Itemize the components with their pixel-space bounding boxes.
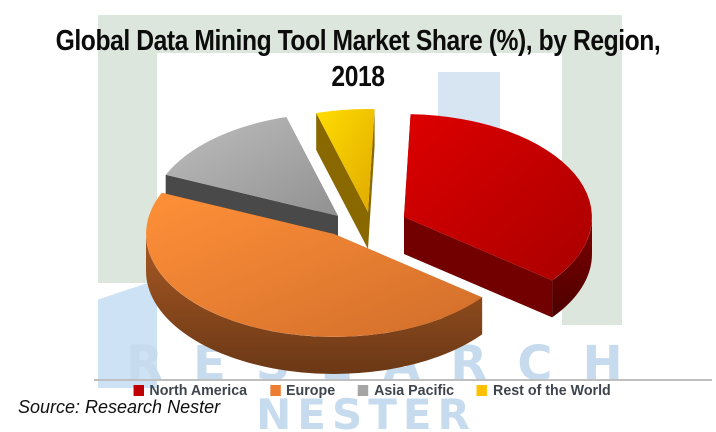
legend-label-rest-of-the-world: Rest of the World	[493, 382, 611, 399]
watermark-text-nester: NESTER	[256, 390, 476, 432]
legend-swatch-europe	[269, 385, 281, 396]
pie-slice-europe-top	[146, 192, 483, 337]
legend-item-asia-pacific: Asia Pacific	[357, 382, 455, 399]
pie-slice-rest-of-the-world-top	[316, 109, 375, 212]
watermark-frame-top	[98, 15, 622, 53]
pie-slice-rest-of-the-world	[316, 109, 375, 249]
legend-swatch-rest-of-the-world	[476, 385, 488, 396]
chart-title-line-2: 2018	[331, 61, 385, 94]
pie-slice-europe-side-wall	[146, 234, 483, 374]
pie-slice-asia-pacific-top	[165, 117, 338, 216]
legend-label-asia-pacific: Asia Pacific	[374, 382, 455, 399]
pie-slice-rest-of-the-world-cut-wall-start	[316, 113, 368, 249]
pie-slice-north-america	[404, 114, 592, 318]
watermark-corner-blue	[98, 280, 157, 388]
legend-divider	[94, 379, 712, 381]
legend-item-europe: Europe	[269, 382, 336, 399]
pie-slice-north-america-side-wall	[552, 217, 592, 318]
legend: North America Europe Asia Pacific Rest of t…	[32, 382, 712, 399]
legend-item-north-america: North America	[133, 382, 247, 399]
pie-slice-north-america-top	[404, 114, 592, 281]
chart-title-line-1: Global Data Mining Tool Market Share (%)…	[55, 25, 661, 58]
chart-title: Global Data Mining Tool Market Share (%)…	[54, 23, 663, 95]
pie-slice-europe	[146, 192, 483, 374]
legend-label-north-america: North America	[149, 382, 248, 399]
source-note: Source: Research Nester	[18, 397, 221, 417]
legend-swatch-north-america	[133, 385, 144, 396]
pie-slice-north-america-cut-wall-end	[404, 217, 553, 318]
legend-label-europe: Europe	[286, 382, 336, 399]
pie-slice-rest-of-the-world-cut-wall-end	[368, 109, 375, 249]
legend-item-rest-of-the-world: Rest of the World	[476, 382, 611, 399]
legend-swatch-asia-pacific	[357, 385, 369, 396]
